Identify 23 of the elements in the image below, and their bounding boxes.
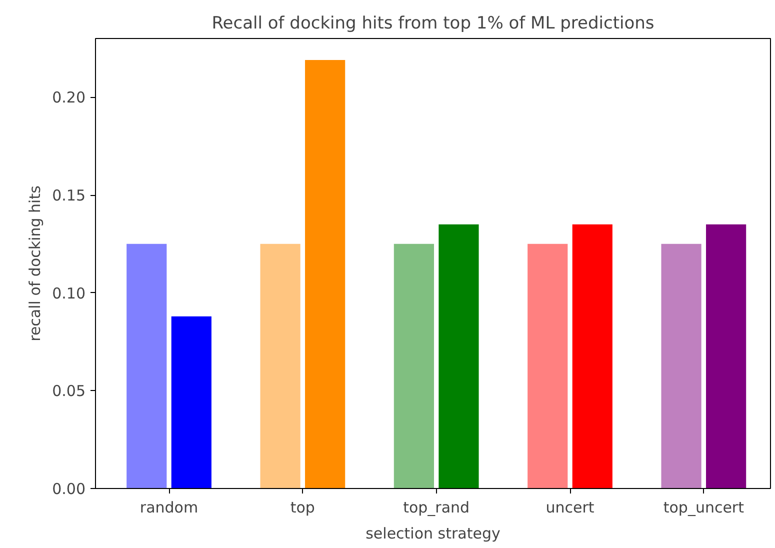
x-tick-label: random [140,498,198,516]
x-tick-label: uncert [546,498,594,516]
y-axis-title: recall of docking hits [26,185,44,342]
y-tick-label: 0.00 [52,480,86,498]
y-tick-label: 0.20 [52,88,86,107]
bar [438,224,479,488]
bar [394,244,434,488]
y-tick-label: 0.10 [52,284,86,302]
bar [706,224,746,488]
chart-title: Recall of docking hits from top 1% of ML predictions [212,14,654,34]
x-tick-label: top_uncert [663,498,744,516]
y-tick-label: 0.05 [52,382,86,400]
x-axis-title: selection strategy [366,524,500,542]
bar [305,60,346,488]
bar [572,224,612,488]
bar [126,244,167,488]
bar [171,316,212,488]
bar [528,244,568,488]
bar [260,244,300,488]
y-tick-label: 0.15 [52,186,86,205]
x-tick-label: top_rand [403,498,470,516]
bar [661,244,702,488]
x-tick-label: top [290,498,315,516]
